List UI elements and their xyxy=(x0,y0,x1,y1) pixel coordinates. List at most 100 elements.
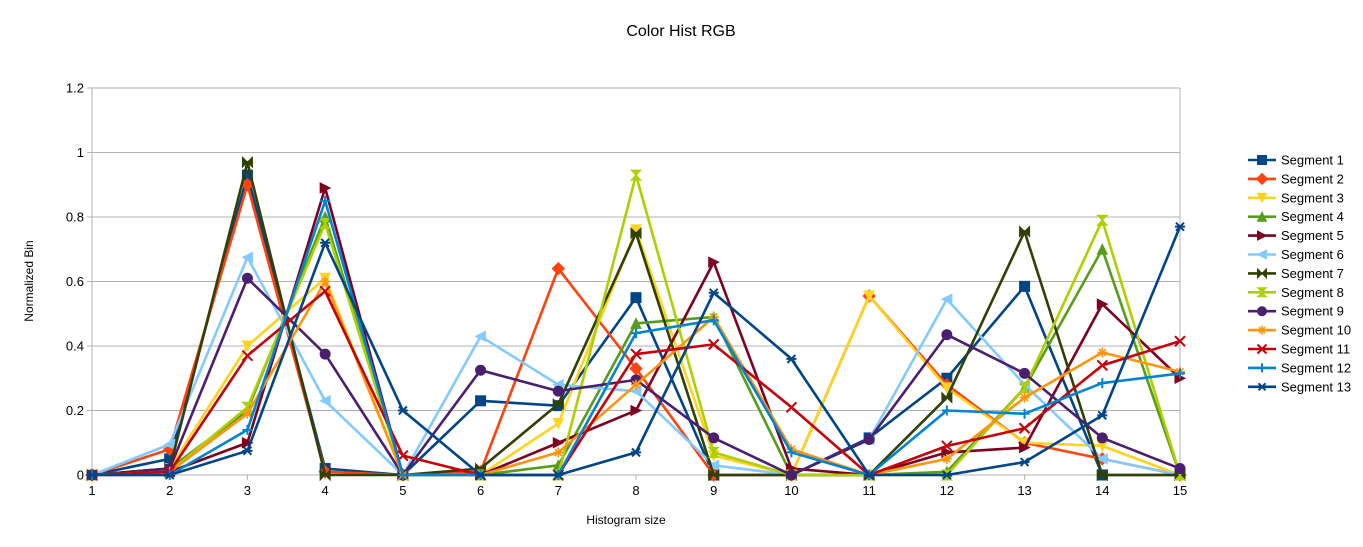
data-point-marker xyxy=(553,470,564,480)
data-point-marker xyxy=(1096,453,1108,465)
legend-item: Segment 7 xyxy=(1248,266,1344,281)
legend-label: Segment 3 xyxy=(1281,190,1344,205)
data-point-marker xyxy=(475,395,487,407)
x-tick-label: 9 xyxy=(710,483,717,498)
data-point-marker xyxy=(319,348,331,360)
data-point-marker xyxy=(708,288,719,298)
data-point-marker xyxy=(241,272,253,284)
data-point-marker xyxy=(1019,392,1030,403)
data-point-marker xyxy=(630,226,637,240)
legend-label: Segment 8 xyxy=(1281,285,1344,300)
legend-item: Segment 10 xyxy=(1248,323,1351,338)
y-tick-label: 0.6 xyxy=(66,274,84,289)
data-point-marker xyxy=(708,338,720,351)
data-point-marker xyxy=(1018,382,1031,389)
legend-label: Segment 11 xyxy=(1281,342,1350,357)
legend-label: Segment 13 xyxy=(1281,379,1351,394)
data-point-marker xyxy=(786,447,797,458)
data-point-marker xyxy=(630,348,642,360)
data-point-marker xyxy=(397,470,408,480)
data-point-marker xyxy=(941,391,948,404)
data-point-marker xyxy=(941,382,953,395)
data-point-marker xyxy=(1019,280,1031,292)
data-point-marker xyxy=(552,417,565,430)
data-point-marker xyxy=(1256,287,1268,294)
data-point-marker xyxy=(320,238,331,248)
data-point-marker xyxy=(629,174,643,181)
y-axis-ticks: 0 0.2 0.4 0.6 0.8 1 1.2 xyxy=(66,81,92,483)
legend-label: Segment 1 xyxy=(1281,153,1344,168)
data-point-marker xyxy=(1019,408,1030,419)
data-point-marker xyxy=(246,155,253,169)
data-point-marker xyxy=(319,468,326,482)
series-13 xyxy=(87,221,1185,480)
data-point-marker xyxy=(1023,225,1031,238)
y-tick-label: 0.8 xyxy=(66,210,84,225)
legend-label: Segment 6 xyxy=(1281,247,1344,262)
data-point-marker xyxy=(1175,221,1185,232)
data-point-marker xyxy=(474,330,487,343)
data-point-marker xyxy=(708,468,715,482)
data-point-marker xyxy=(241,436,254,449)
data-point-marker xyxy=(553,447,564,458)
data-point-marker xyxy=(786,354,797,364)
data-point-marker xyxy=(319,182,332,194)
legend-label: Segment 9 xyxy=(1281,304,1344,319)
data-point-marker xyxy=(863,290,875,303)
data-point-marker xyxy=(320,276,331,287)
data-point-marker xyxy=(1019,441,1031,454)
data-point-marker xyxy=(941,329,953,341)
data-point-marker xyxy=(475,364,487,376)
legend: Segment 1 Segment 2 Segment 3 Segment 4 Segm… xyxy=(1248,153,1351,394)
data-point-marker xyxy=(320,195,331,206)
legend-item: Segment 1 xyxy=(1248,153,1344,168)
series-line xyxy=(91,228,1181,477)
legend-item: Segment 9 xyxy=(1248,304,1344,319)
data-point-marker xyxy=(1173,474,1187,481)
legend-item: Segment 2 xyxy=(1248,171,1344,186)
data-point-marker xyxy=(1096,298,1109,310)
data-point-marker xyxy=(241,155,249,169)
x-tick-label: 2 xyxy=(166,483,173,498)
data-point-marker xyxy=(631,447,641,458)
data-point-marker xyxy=(785,469,797,481)
data-point-marker xyxy=(1019,225,1026,238)
data-point-marker xyxy=(242,424,253,435)
data-point-marker xyxy=(557,397,564,411)
data-point-marker xyxy=(1256,249,1267,260)
x-tick-label: 3 xyxy=(244,483,251,498)
data-point-marker xyxy=(1097,410,1108,421)
data-point-marker xyxy=(1097,347,1108,358)
data-point-marker xyxy=(241,401,254,408)
data-point-marker xyxy=(1257,267,1263,280)
data-point-marker xyxy=(1257,325,1267,335)
legend-label: Segment 4 xyxy=(1281,209,1344,224)
data-point-marker xyxy=(318,222,332,229)
legend-item: Segment 13 xyxy=(1248,379,1351,394)
legend-label: Segment 5 xyxy=(1281,228,1344,243)
y-tick-label: 1.2 xyxy=(66,81,84,96)
legend-item: Segment 4 xyxy=(1248,209,1344,224)
data-point-marker xyxy=(1097,378,1108,389)
data-point-marker xyxy=(1256,291,1268,298)
y-tick-label: 0.2 xyxy=(66,403,84,418)
data-point-marker xyxy=(708,256,720,268)
data-point-marker xyxy=(1261,267,1267,280)
data-point-marker xyxy=(1096,219,1109,226)
data-point-marker xyxy=(324,468,331,482)
x-tick-label: 1 xyxy=(88,483,95,498)
data-point-marker xyxy=(319,285,331,297)
data-point-marker xyxy=(1257,155,1267,165)
chart-title: Color Hist RGB xyxy=(626,23,735,40)
data-point-marker xyxy=(1175,368,1185,379)
data-point-marker xyxy=(864,470,875,480)
x-tick-label: 8 xyxy=(632,483,639,498)
x-tick-label: 6 xyxy=(477,483,484,498)
data-point-marker xyxy=(318,217,332,225)
data-point-marker xyxy=(629,169,643,176)
data-point-marker xyxy=(1256,192,1268,204)
data-point-marker xyxy=(1019,457,1030,467)
data-point-marker xyxy=(241,251,253,264)
data-point-marker xyxy=(1096,432,1108,444)
data-point-marker xyxy=(1101,468,1108,482)
